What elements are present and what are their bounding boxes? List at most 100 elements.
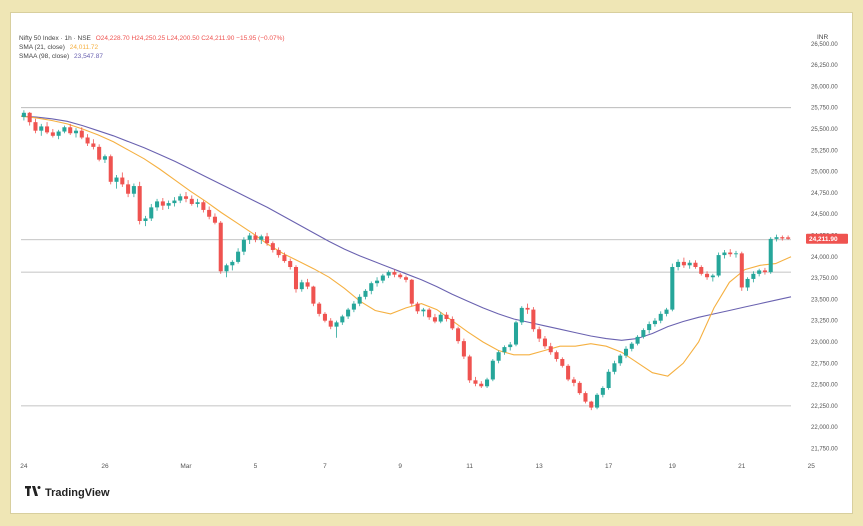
candle-body <box>218 222 223 272</box>
candle <box>328 318 333 330</box>
candle <box>728 249 733 257</box>
tradingview-logo[interactable]: TradingView <box>25 486 110 499</box>
candle <box>131 183 136 198</box>
candle <box>751 271 756 283</box>
candle <box>137 181 142 225</box>
candle <box>97 144 102 162</box>
y-tick-label: 21,750.00 <box>811 446 838 452</box>
current-price-tag <box>806 233 848 244</box>
candle-body <box>346 309 351 317</box>
candle <box>247 232 252 244</box>
candle <box>664 307 669 317</box>
candle <box>102 154 107 164</box>
candle-body <box>230 261 235 266</box>
candle <box>623 346 629 359</box>
candle <box>629 341 634 352</box>
candle <box>780 235 785 241</box>
candle <box>502 345 507 355</box>
candle-body <box>236 251 241 262</box>
candle <box>50 128 55 138</box>
candlestick-chart[interactable]: 26,500.00 26,250.00 26,000.00 25,750.00 25,5… <box>11 13 854 515</box>
candle-body <box>456 328 461 342</box>
candle-body <box>670 267 675 310</box>
candle-body <box>68 127 73 134</box>
candle <box>143 215 148 227</box>
candle-body <box>768 238 773 273</box>
candle-body <box>485 379 490 387</box>
candle <box>311 285 316 307</box>
candle-body <box>623 348 629 356</box>
candle-body <box>450 318 455 329</box>
candle-body <box>681 261 686 266</box>
candle <box>398 272 403 279</box>
candle-body <box>531 309 536 330</box>
legend-sma[interactable]: SMA (21, close) 24,011.72 <box>19 44 98 51</box>
candle-body <box>554 352 559 360</box>
candle-body <box>73 130 79 134</box>
candle <box>490 359 495 382</box>
candle <box>687 260 692 269</box>
x-tick-label: 5 <box>254 463 258 470</box>
x-tick-label: 26 <box>101 463 109 470</box>
candle-body <box>635 336 640 344</box>
y-tick-label: 26,250.00 <box>811 63 838 69</box>
x-tick-label: 19 <box>669 463 677 470</box>
y-tick-label: 25,000.00 <box>811 170 838 176</box>
candle <box>236 248 241 264</box>
candle-body <box>172 200 177 204</box>
candle-body <box>693 262 698 268</box>
candle <box>768 237 773 274</box>
candle <box>450 316 455 331</box>
candle <box>485 377 490 388</box>
x-tick-label: 25 <box>808 463 816 470</box>
candle <box>62 125 67 134</box>
candle-body <box>120 177 125 185</box>
candle-body <box>45 126 50 133</box>
candle <box>276 247 281 258</box>
legend-smaa-label: SMAA (98, close) <box>19 53 70 60</box>
candle-body <box>762 270 767 273</box>
candle-body <box>548 346 553 353</box>
candle <box>508 341 513 351</box>
candle <box>253 232 258 243</box>
candle-body <box>56 131 61 136</box>
candle <box>218 220 223 274</box>
candle-body <box>178 196 183 201</box>
candle <box>230 260 235 271</box>
candle-body <box>467 356 472 381</box>
candle-body <box>409 279 414 304</box>
candle <box>305 278 310 290</box>
candle <box>652 318 657 327</box>
candle <box>282 252 287 263</box>
candle-body <box>716 255 721 276</box>
candle-body <box>392 272 397 275</box>
candle <box>27 111 32 126</box>
candle-body <box>542 338 547 347</box>
candle-body <box>39 126 44 131</box>
candle-body <box>739 253 744 288</box>
candle <box>340 314 345 325</box>
candle <box>537 326 542 342</box>
candle-body <box>676 261 681 268</box>
candle <box>334 320 339 338</box>
legend-smaa[interactable]: SMAA (98, close) 23,547.87 <box>19 53 103 60</box>
legend-main: Nifty 50 Index · 1h · NSE O24,228.70 H24… <box>19 35 285 42</box>
x-tick-label: Mar <box>180 463 192 470</box>
candle-body <box>108 156 113 182</box>
candle <box>705 271 710 280</box>
y-tick-label: 23,250.00 <box>811 319 838 325</box>
candle <box>120 172 125 187</box>
candle <box>56 129 61 140</box>
candle-body <box>369 283 374 291</box>
x-tick-label: 24 <box>20 463 28 470</box>
candle-body <box>334 322 339 327</box>
candle-body <box>595 394 600 408</box>
brand-name: TradingView <box>45 486 110 499</box>
candle-body <box>751 273 756 279</box>
candle <box>670 263 675 312</box>
candle-body <box>293 267 299 290</box>
candle <box>265 232 270 246</box>
candle-body <box>91 143 96 147</box>
candle <box>496 350 501 364</box>
candle <box>85 134 90 147</box>
